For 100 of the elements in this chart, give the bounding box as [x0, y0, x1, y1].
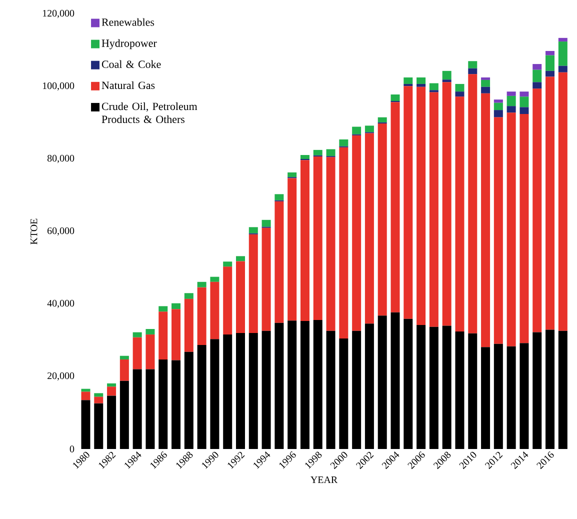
y-axis-title: KTOE — [30, 218, 38, 244]
bar — [546, 330, 555, 449]
bar — [288, 320, 297, 449]
bar — [532, 64, 542, 70]
bar — [429, 83, 438, 90]
bar — [481, 93, 490, 348]
bar — [326, 330, 336, 449]
bar — [300, 160, 310, 322]
bar — [390, 94, 400, 101]
bar — [288, 178, 297, 321]
bar — [223, 334, 232, 449]
bar — [468, 68, 478, 74]
bar — [404, 77, 413, 84]
bar — [558, 72, 568, 331]
y-tick-label: 120,000 — [42, 10, 74, 18]
bar — [236, 256, 245, 262]
bar — [468, 74, 478, 334]
bar — [558, 42, 568, 66]
bar — [558, 38, 568, 42]
bar — [455, 332, 464, 449]
bar — [326, 149, 336, 156]
bar — [494, 344, 503, 449]
bar — [262, 220, 271, 227]
bar — [520, 114, 529, 344]
bar — [455, 92, 464, 97]
bar — [558, 330, 568, 449]
bar — [248, 227, 258, 234]
bar — [494, 100, 503, 103]
bar — [416, 86, 426, 326]
bar — [197, 287, 206, 345]
y-tick-label: 60,000 — [48, 227, 74, 236]
bar — [313, 320, 322, 449]
bar — [532, 88, 542, 332]
bar — [546, 55, 555, 71]
bar — [546, 76, 555, 330]
bar — [313, 156, 322, 320]
bar — [313, 150, 322, 156]
bar — [429, 326, 438, 449]
bar — [442, 70, 452, 80]
legend-label: Renewables — [102, 18, 154, 26]
bar — [132, 369, 142, 449]
bar — [481, 347, 490, 449]
bar — [390, 102, 400, 312]
bar — [223, 266, 232, 334]
bar — [494, 102, 503, 110]
bar — [546, 70, 555, 77]
bar — [416, 325, 426, 449]
bar — [455, 96, 464, 332]
y-tick-label: 80,000 — [47, 154, 74, 164]
bar — [520, 343, 529, 449]
bar — [404, 318, 413, 449]
bar — [364, 126, 374, 132]
bar — [468, 61, 478, 68]
bar — [378, 117, 387, 122]
bar — [184, 352, 194, 449]
bar — [494, 117, 503, 344]
bar — [339, 338, 348, 449]
bar — [158, 312, 168, 360]
bar — [364, 133, 374, 324]
bar — [558, 66, 568, 72]
legend-label: Natural Gas — [102, 81, 155, 90]
bar — [506, 96, 516, 106]
bar — [442, 326, 452, 449]
bar — [94, 393, 104, 397]
bar — [455, 84, 464, 92]
bar — [468, 333, 478, 449]
bar — [146, 329, 155, 334]
bar — [378, 123, 387, 316]
bar — [378, 316, 387, 449]
bar — [364, 324, 374, 449]
bar — [172, 309, 181, 360]
bar — [94, 403, 104, 449]
legend-label: Coal & Coke — [102, 60, 161, 68]
bar — [210, 282, 220, 340]
bar — [520, 107, 529, 114]
bar — [248, 333, 258, 449]
bar — [146, 369, 155, 449]
bar — [481, 80, 490, 87]
bar — [120, 380, 129, 449]
bar — [158, 359, 168, 449]
bar — [236, 333, 245, 449]
bar — [262, 228, 271, 331]
y-tick-label: 0 — [70, 446, 74, 452]
bar — [520, 96, 529, 108]
legend-label: Crude Oil, Petroleum Products & Others — [102, 102, 198, 124]
bar — [210, 276, 220, 282]
bar — [390, 312, 400, 449]
y-tick-label: 20,000 — [48, 372, 74, 381]
bar — [494, 110, 503, 118]
bar — [184, 298, 194, 352]
bar — [197, 282, 206, 288]
bar — [416, 84, 426, 87]
y-tick-label: 40,000 — [47, 300, 74, 308]
bar — [236, 261, 245, 333]
bar — [442, 82, 452, 326]
bar — [107, 383, 116, 387]
bar — [132, 337, 142, 370]
bar — [120, 356, 129, 360]
bar — [300, 321, 310, 449]
bar — [184, 293, 194, 299]
